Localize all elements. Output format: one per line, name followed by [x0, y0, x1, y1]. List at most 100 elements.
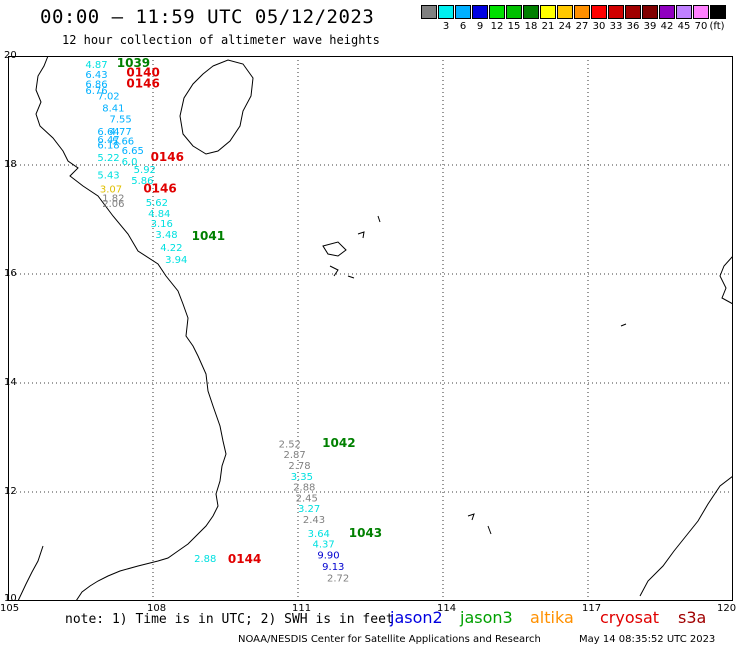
- lon-tick-label: 108: [147, 603, 167, 614]
- lat-tick-label: 18: [4, 159, 17, 170]
- satellite-jason3: jason3: [460, 608, 513, 627]
- wave-height-value: 5.62: [146, 198, 168, 209]
- scale-label: 18: [524, 21, 538, 32]
- wave-height-value: 2.72: [327, 573, 349, 584]
- lat-tick-label: 10: [4, 593, 17, 604]
- scale-swatch: [557, 5, 573, 19]
- scale-swatch: [574, 5, 590, 19]
- wave-height-value: 6.76: [85, 86, 107, 97]
- scale-swatch: [540, 5, 556, 19]
- wave-height-value: 6.18: [97, 141, 119, 152]
- wave-height-value: 2.78: [288, 461, 310, 472]
- scale-label: 45: [677, 21, 691, 32]
- scale-swatch: [659, 5, 675, 19]
- lat-tick-label: 12: [4, 486, 17, 497]
- satellite-altika: altika: [530, 608, 574, 627]
- wave-height-value: 5.86: [131, 176, 153, 187]
- track-id-label: 1043: [349, 526, 382, 540]
- lon-tick-label: 114: [437, 603, 457, 614]
- wave-height-value: 4.22: [160, 243, 182, 254]
- wave-height-value: 2.87: [284, 450, 306, 461]
- page-title: 00:00 – 11:59 UTC 05/12/2023: [40, 6, 375, 28]
- scale-swatch: [506, 5, 522, 19]
- track-id-label: 1039: [117, 56, 150, 70]
- wave-height-value: 3.48: [155, 230, 177, 241]
- scale-swatch: [455, 5, 471, 19]
- wave-height-value: 3.07: [100, 184, 122, 195]
- scale-label: 9: [476, 21, 484, 32]
- wave-height-value: 3.27: [298, 504, 320, 515]
- wave-height-value: 2.45: [296, 493, 318, 504]
- scale-swatch: [523, 5, 539, 19]
- scale-label: 3: [442, 21, 450, 32]
- scale-label: 24: [558, 21, 572, 32]
- track-id-label: 1041: [192, 229, 225, 243]
- scale-label: 6: [459, 21, 467, 32]
- wave-height-value: 4.84: [148, 209, 170, 220]
- track-id-label: 0146: [151, 150, 184, 164]
- track-id-label: 0146: [126, 77, 159, 91]
- wave-height-value: 5.43: [97, 171, 119, 182]
- track-id-label: 0146: [143, 181, 176, 195]
- lat-tick-label: 16: [4, 268, 17, 279]
- scale-swatch: [642, 5, 658, 19]
- wave-height-value: 2.52: [279, 439, 301, 450]
- wave-height-value: 9.13: [322, 562, 344, 573]
- wave-height-value: 8.41: [102, 104, 124, 115]
- scale-swatch: [421, 5, 437, 19]
- lon-tick-label: 117: [582, 603, 602, 614]
- scale-label: 15: [507, 21, 521, 32]
- altimeter-observations: 4.876.436.866.767.028.417.55 6.644.776.47…: [85, 60, 349, 584]
- lat-lon-grid: [8, 56, 733, 601]
- wave-height-value: 2.43: [303, 515, 325, 526]
- scale-label: 42: [660, 21, 674, 32]
- wave-height-value: 4.77: [110, 127, 132, 138]
- scale-swatch: [591, 5, 607, 19]
- scale-label: 27: [575, 21, 589, 32]
- satellite-jason2: jason2: [390, 608, 443, 627]
- satellite-cryosat: cryosat: [600, 608, 660, 627]
- wave-height-value: 7.55: [110, 114, 132, 125]
- lon-tick-label: 105: [0, 603, 20, 614]
- generated-timestamp: May 14 08:35:52 UTC 2023: [579, 634, 716, 645]
- wave-height-value: 5.22: [97, 153, 119, 164]
- wave-height-value: 4.87: [85, 60, 107, 71]
- wave-height-value: 7.02: [97, 92, 119, 103]
- page-subtitle: 12 hour collection of altimeter wave hei…: [62, 33, 380, 47]
- wave-height-value: 3.64: [308, 529, 330, 540]
- wave-height-value: 3.16: [151, 219, 173, 230]
- units-note: note: 1) Time is in UTC; 2) SWH is in fe…: [65, 612, 394, 627]
- wave-height-value: 5.66: [112, 136, 134, 147]
- scale-label: 70: [694, 21, 708, 32]
- scale-label: 12: [490, 21, 504, 32]
- scale-swatch: [693, 5, 709, 19]
- satellite-s3a: s3a: [678, 608, 707, 627]
- wave-height-value: 3.35: [291, 472, 313, 483]
- scale-unit-label: (ft): [709, 21, 725, 32]
- wave-height-value: 3.94: [165, 255, 187, 266]
- wave-height-value: 6.47: [97, 135, 119, 146]
- wave-height-value: 6.64: [97, 127, 119, 138]
- map-frame: [8, 56, 733, 601]
- wave-height-value: 2.06: [102, 199, 124, 210]
- lat-tick-label: 14: [4, 377, 17, 388]
- scale-label: 39: [643, 21, 657, 32]
- lon-tick-label: 120: [717, 603, 737, 614]
- scale-label: 21: [541, 21, 555, 32]
- track-id-label: 0140: [126, 66, 159, 80]
- wave-height-value: 6.86: [85, 80, 107, 91]
- wave-height-map: 4.876.436.866.767.028.417.55 6.644.776.47…: [8, 56, 733, 601]
- scale-swatch: [710, 5, 726, 19]
- scale-swatch: [489, 5, 505, 19]
- scale-swatch: [625, 5, 641, 19]
- wave-height-value: 2.88: [194, 554, 216, 565]
- scale-swatch: [676, 5, 692, 19]
- scale-swatch: [608, 5, 624, 19]
- wave-height-value: 6.65: [122, 146, 144, 157]
- wave-height-value: 1.82: [102, 194, 124, 205]
- wave-height-value: 4.37: [313, 540, 335, 551]
- wave-height-value: 2.88: [293, 482, 315, 493]
- wave-height-value: 6.0: [122, 157, 138, 168]
- wave-height-value: 6.43: [85, 70, 107, 81]
